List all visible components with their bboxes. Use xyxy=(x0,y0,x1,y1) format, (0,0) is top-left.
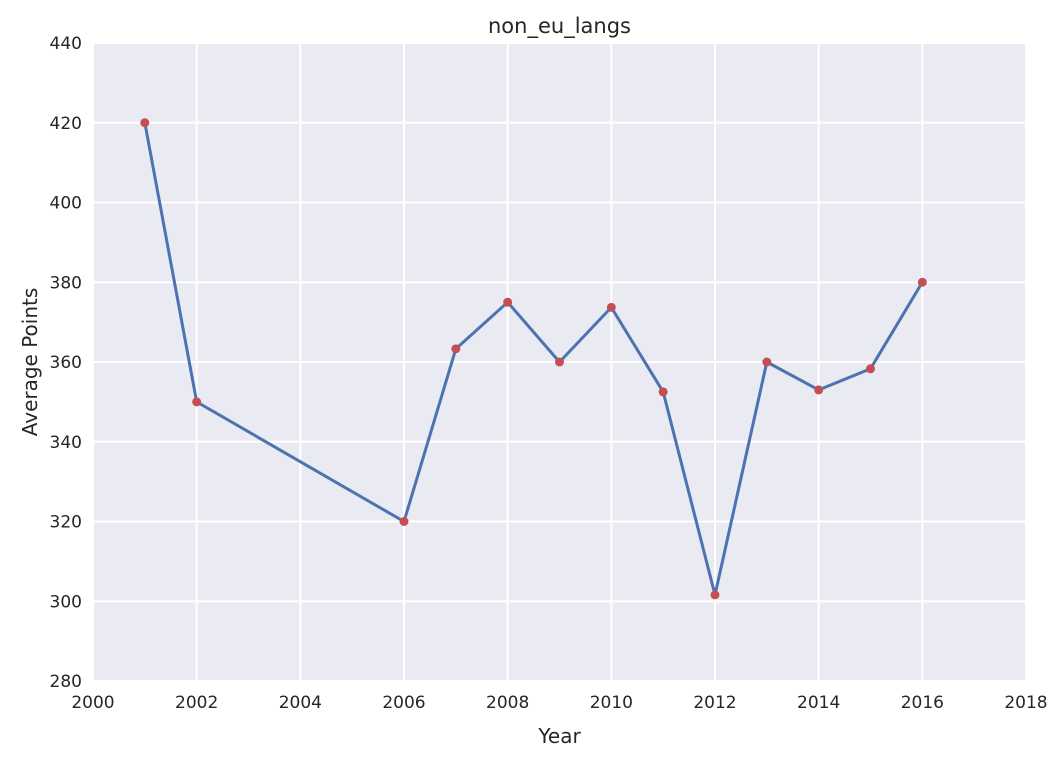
data-point xyxy=(917,277,927,287)
data-point xyxy=(555,357,564,367)
data-point xyxy=(503,297,513,307)
series-layer xyxy=(140,118,927,600)
y-tick-label: 280 xyxy=(50,672,82,692)
x-tick-label: 2008 xyxy=(486,693,529,713)
y-tick-label: 420 xyxy=(50,114,82,134)
y-tick-label: 360 xyxy=(50,353,82,373)
data-point xyxy=(658,387,668,397)
x-tick-label: 2000 xyxy=(71,693,114,713)
x-tick-labels: 2000 2002 2004 2006 2008 2010 2012 2014 2016 2018 xyxy=(71,693,1047,713)
y-tick-label: 440 xyxy=(50,34,82,54)
y-tick-label: 320 xyxy=(50,513,82,533)
data-point xyxy=(192,397,202,407)
data-point xyxy=(399,517,409,526)
x-tick-label: 2014 xyxy=(797,693,840,713)
data-point xyxy=(710,590,720,600)
data-point xyxy=(451,344,461,354)
y-tick-label: 300 xyxy=(50,592,82,612)
chart-title: non_eu_langs xyxy=(488,14,631,39)
y-tick-labels: 280 300 320 340 360 380 400 420 440 xyxy=(50,34,82,692)
y-tick-label: 340 xyxy=(50,433,82,453)
y-tick-label: 380 xyxy=(50,273,82,293)
x-tick-label: 2006 xyxy=(382,693,425,713)
y-axis-label: Average Points xyxy=(18,288,42,437)
x-tick-label: 2016 xyxy=(901,693,944,713)
data-point xyxy=(814,385,824,395)
data-point xyxy=(866,364,875,374)
x-tick-label: 2010 xyxy=(590,693,633,713)
data-point xyxy=(606,302,616,312)
x-tick-label: 2012 xyxy=(693,693,736,713)
x-tick-label: 2002 xyxy=(175,693,218,713)
x-tick-label: 2018 xyxy=(1004,693,1047,713)
x-tick-label: 2004 xyxy=(279,693,322,713)
data-point xyxy=(762,357,772,367)
data-point xyxy=(140,118,150,128)
x-axis-label: Year xyxy=(537,724,581,748)
y-tick-label: 400 xyxy=(50,194,82,214)
